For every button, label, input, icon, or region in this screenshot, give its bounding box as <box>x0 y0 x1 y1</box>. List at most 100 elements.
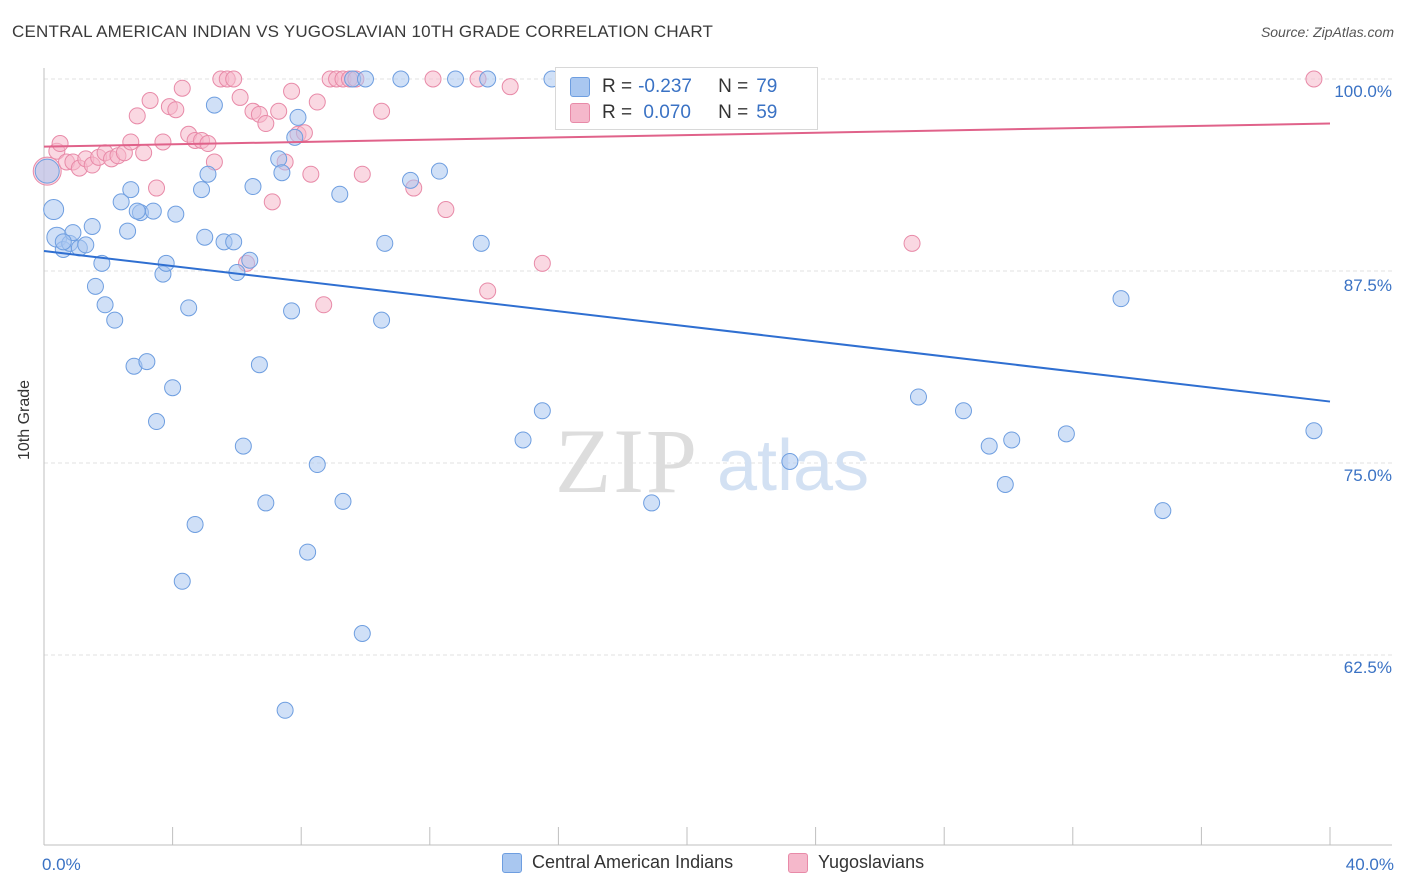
central-american-point <box>205 96 223 114</box>
yugoslavian-point <box>315 296 333 314</box>
central-american-point <box>244 178 262 196</box>
y-axis-label: 10th Grade <box>16 379 33 460</box>
central-american-point <box>186 515 204 533</box>
legend-item-central-american-indians[interactable]: Central American Indians <box>502 852 733 873</box>
central-american-point <box>241 251 259 269</box>
legend: Central American Indians Yugoslavians <box>0 852 1406 878</box>
central-american-point <box>308 456 326 474</box>
central-american-point <box>199 165 217 183</box>
central-american-point <box>164 379 182 397</box>
x-tick-label: 40.0% <box>1346 855 1394 874</box>
yugoslavian-point <box>424 70 442 88</box>
central-american-point <box>225 233 243 251</box>
stats-r-label: R = <box>602 102 633 123</box>
central-american-point <box>138 353 156 371</box>
watermark-zip: ZIP <box>555 410 699 512</box>
central-american-point <box>196 228 214 246</box>
y-tick-label: 100.0% <box>1334 82 1392 101</box>
central-american-point <box>83 217 101 235</box>
central-american-point <box>180 299 198 317</box>
central-american-point <box>334 492 352 510</box>
central-american-point <box>77 236 95 254</box>
central-american-point <box>167 205 185 223</box>
yugoslavian-point <box>373 102 391 120</box>
stats-r-label: R = <box>602 76 633 97</box>
central-american-point <box>273 164 291 182</box>
yugoslavian-point <box>270 102 288 120</box>
central-american-point <box>173 572 191 590</box>
central-american-point <box>514 431 532 449</box>
yugoslavian-point <box>533 254 551 272</box>
yugoslavian-point <box>283 82 301 100</box>
central-american-point <box>373 311 391 329</box>
yugoslavian-point <box>51 135 69 153</box>
central-american-point <box>157 254 175 272</box>
stats-n-value: 59 <box>756 102 778 123</box>
central-american-point <box>122 181 140 199</box>
central-american-point <box>1112 290 1130 308</box>
chart-title: CENTRAL AMERICAN INDIAN VS YUGOSLAVIAN 1… <box>12 22 714 41</box>
stats-r-value: 0.070 <box>638 102 691 123</box>
central-american-point <box>283 302 301 320</box>
central-american-point <box>43 199 65 221</box>
central-american-point <box>1154 502 1172 520</box>
legend-swatch <box>502 852 522 873</box>
x-tick-label: 0.0% <box>42 855 81 874</box>
stats-swatch-blue <box>570 77 590 97</box>
yugoslavian-point <box>302 165 320 183</box>
yugoslavian-point <box>225 70 243 88</box>
central-american-point <box>144 202 162 220</box>
central-american-point <box>402 171 420 189</box>
central-american-point <box>250 356 268 374</box>
y-tick-label: 75.0% <box>1344 466 1392 485</box>
central-american-point <box>909 388 927 406</box>
yugoslavian-point <box>148 179 166 197</box>
central-american-point <box>643 494 661 512</box>
legend-swatch <box>788 852 808 873</box>
legend-label: Central American Indians <box>532 852 734 872</box>
yugoslavian-point <box>122 133 140 151</box>
yugoslavian-point <box>501 78 519 96</box>
yugoslavian-point <box>154 133 172 151</box>
yugoslavian-point <box>437 201 455 219</box>
stats-n-value: 79 <box>756 76 778 97</box>
central-american-point <box>276 701 294 719</box>
y-tick-label: 87.5% <box>1344 276 1392 295</box>
y-tick-label: 62.5% <box>1344 658 1392 677</box>
central-american-point <box>193 181 211 199</box>
central-american-point <box>472 234 490 252</box>
central-american-point <box>257 494 275 512</box>
central-american-point <box>392 70 410 88</box>
yugoslavian-point <box>903 234 921 252</box>
yugoslavian-point <box>263 193 281 211</box>
central-american-point <box>980 437 998 455</box>
central-american-point <box>1305 422 1323 440</box>
yugoslavian-point <box>167 101 185 119</box>
legend-item-yugoslavians[interactable]: Yugoslavians <box>788 852 924 873</box>
stats-swatch-pink <box>570 103 590 123</box>
central-american-point <box>353 624 371 642</box>
central-american-point <box>954 402 972 420</box>
central-american-point <box>447 70 465 88</box>
yugoslavian-point <box>1305 70 1323 88</box>
central-american-point <box>96 296 114 314</box>
yugoslavian-point <box>128 107 146 125</box>
legend-label: Yugoslavians <box>818 852 925 872</box>
central-american-point <box>34 158 60 184</box>
central-american-point <box>128 202 146 220</box>
yugoslavian-point <box>135 144 153 162</box>
yugoslavian-point <box>257 115 275 133</box>
central-american-point <box>106 311 124 329</box>
central-american-point <box>331 185 349 203</box>
central-american-point <box>357 70 374 88</box>
yugoslavian-trendline <box>43 122 1331 148</box>
central-american-point <box>299 543 317 561</box>
central-american-point <box>1003 431 1021 449</box>
stats-r-value: -0.237 <box>638 76 692 97</box>
stats-row-yugoslavian: R = 0.070 N = 59 <box>570 100 777 126</box>
central-american-point <box>1057 425 1075 443</box>
yugoslavian-point <box>231 88 249 106</box>
yugoslavian-point <box>308 93 326 111</box>
central-american-trendline <box>43 250 1331 403</box>
